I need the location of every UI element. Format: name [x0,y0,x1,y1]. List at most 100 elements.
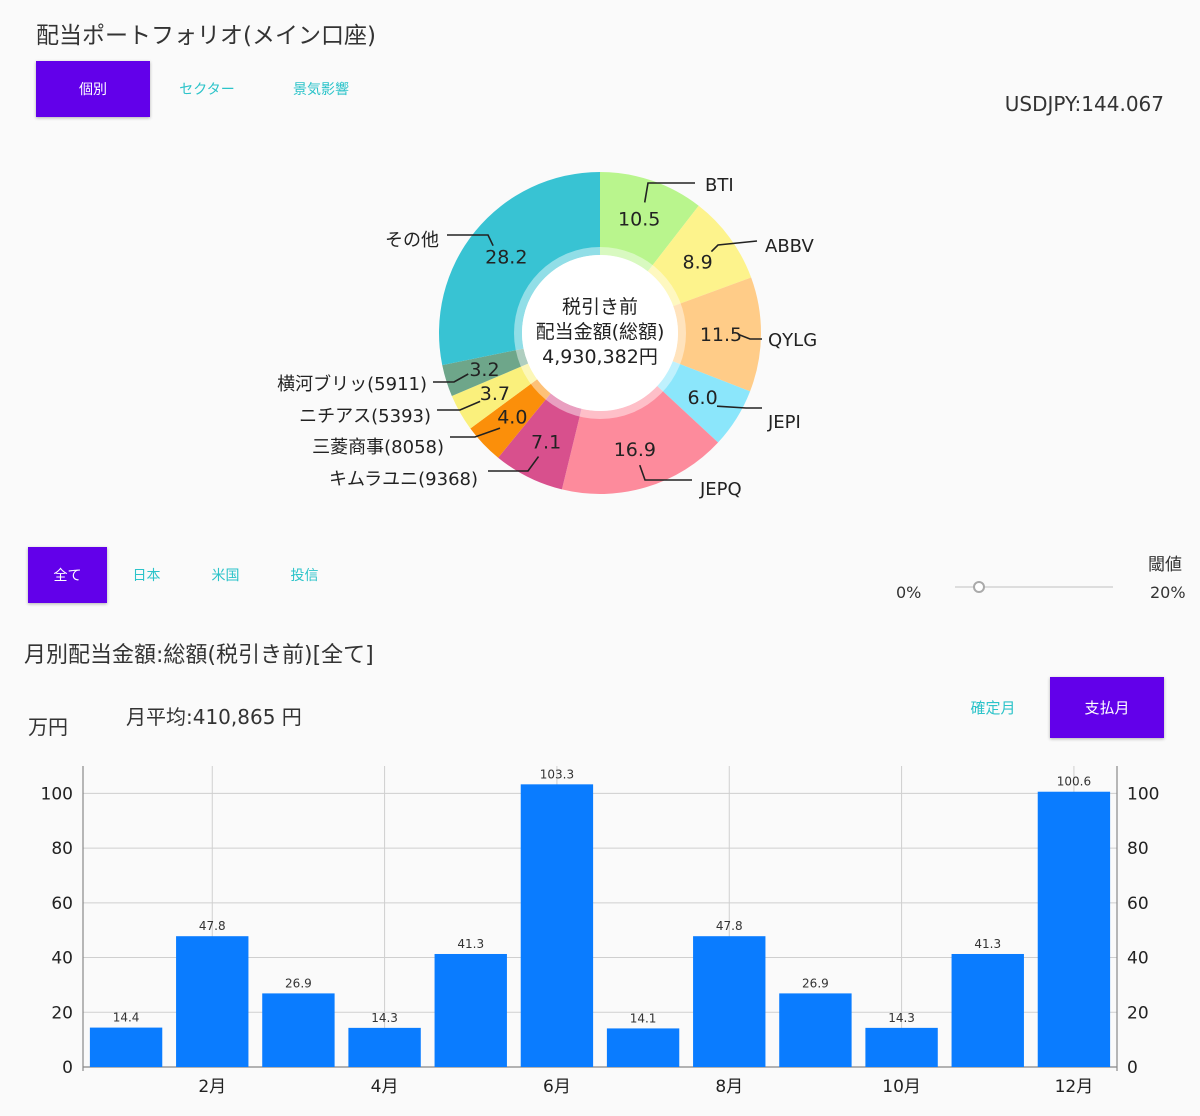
slider-min-label: 0% [896,583,922,602]
y-tick-label-right: 40 [1127,949,1149,969]
bar-value-label: 41.3 [457,937,484,951]
donut-slice-label: ABBV [765,236,814,257]
bar-9月[interactable] [779,993,852,1067]
donut-slice-label: JEPI [767,412,801,433]
tab-sector[interactable]: セクター [179,82,235,98]
donut-slice-label: その他 [385,230,439,251]
bar-4月[interactable] [348,1027,421,1067]
donut-slice[interactable] [498,393,582,490]
usdjpy-rate: USDJPY:144.067 [1004,92,1164,116]
toggle-confirmed-month[interactable]: 確定月 [970,699,1016,717]
y-axis-unit: 万円 [28,715,68,739]
monthly-average: 月平均:410,865 円 [126,705,302,729]
donut-slice-value: 3.2 [469,359,499,381]
donut-slice[interactable] [442,348,529,397]
donut-slice-value: 7.1 [531,431,561,453]
donut-slice[interactable] [470,379,551,458]
donut-slice-label: 三菱商事(8058) [312,437,444,458]
threshold-slider-thumb[interactable] [973,581,985,593]
donut-slice[interactable] [657,361,751,443]
donut-slice-value: 6.0 [687,387,717,409]
donut-leader-line [447,234,494,247]
bar-1月[interactable] [89,1027,163,1067]
donut-leader-line [488,456,540,472]
donut-slice-label: 横河ブリッ(5911) [277,373,427,395]
y-tick-label-left: 40 [51,949,73,969]
x-tick-label: 12月 [1055,1077,1094,1097]
tab-individual[interactable]: 個別 [36,61,150,117]
monthly-title: 月別配当金額:総額(税引き前)[全て] [24,643,374,668]
filter-tab-us[interactable]: 米国 [211,568,240,584]
donut-slice-value: 3.7 [480,383,510,405]
donut-center-total: 4,930,382円 [542,346,658,368]
y-tick-label-right: 20 [1127,1003,1149,1023]
bar-value-label: 14.4 [113,1011,140,1025]
donut-slice-value: 28.2 [485,246,527,268]
donut-leader-line [643,182,695,203]
bar-7月[interactable] [606,1028,680,1067]
bar-value-label: 14.1 [630,1011,657,1025]
donut-slice[interactable] [647,205,752,307]
dividend-donut-chart: 税引き前 配当金額(総額) 4,930,382円 10.5 BTI 8.9 ABBV 1… [277,171,817,500]
bar-value-label: 47.8 [716,919,743,933]
donut-slice-value: 10.5 [618,209,660,231]
bar-value-label: 47.8 [199,919,226,933]
bar-value-label: 26.9 [285,976,312,990]
bar-11月[interactable] [951,953,1024,1067]
donut-slice[interactable] [439,171,600,366]
bar-value-label: 100.6 [1057,775,1091,789]
donut-slice-label: キムラユニ(9368) [329,469,478,490]
x-tick-label: 4月 [371,1077,399,1097]
bar-6月[interactable] [520,784,594,1067]
donut-center-line-1: 税引き前 [562,296,638,318]
donut-slice[interactable] [600,172,699,272]
donut-slice-label: QYLG [768,330,817,351]
donut-hole [522,255,678,411]
donut-slice[interactable] [561,386,719,494]
donut-leader-line [433,373,469,383]
bar-8月[interactable] [693,936,766,1067]
tab-economic-impact[interactable]: 景気影響 [293,82,349,98]
donut-center-line-2: 配当金額(総額) [536,321,665,343]
y-tick-label-left: 20 [51,1003,73,1023]
donut-slice-label: JEPQ [699,479,742,500]
y-tick-label-left: 0 [62,1058,73,1078]
y-tick-label-left: 100 [41,784,73,804]
donut-leader-line [450,427,501,438]
donut-slice[interactable] [672,277,762,392]
threshold-label: 閾値 [1148,555,1182,575]
y-tick-label-left: 80 [51,839,73,859]
donut-slice-value: 4.0 [497,406,527,428]
donut-slice-value: 8.9 [683,252,713,274]
donut-leader-line [710,240,758,253]
bar-3月[interactable] [262,993,335,1067]
bar-value-label: 14.3 [371,1011,398,1025]
donut-slice[interactable] [451,363,538,429]
x-tick-label: 2月 [198,1077,226,1097]
bar-value-label: 26.9 [802,976,829,990]
donut-leader-line [437,400,481,411]
y-tick-label-right: 100 [1127,784,1159,804]
bar-value-label: 14.3 [888,1011,915,1025]
donut-slice-label: BTI [705,175,734,196]
toggle-payment-month[interactable]: 支払月 [1050,677,1164,738]
donut-leader-line [716,405,762,409]
bar-5月[interactable] [434,953,507,1067]
filter-tab-fund[interactable]: 投信 [290,568,319,584]
donut-slice-value: 16.9 [614,439,656,461]
donut-slice-value: 11.5 [700,324,742,346]
bar-value-label: 41.3 [974,937,1001,951]
bar-10月[interactable] [865,1027,938,1067]
filter-tab-japan[interactable]: 日本 [132,568,161,584]
bar-value-label: 103.3 [540,767,574,781]
y-tick-label-right: 80 [1127,839,1149,859]
y-tick-label-left: 60 [51,894,73,914]
bar-2月[interactable] [176,936,249,1067]
x-tick-label: 8月 [715,1077,743,1097]
threshold-slider-track[interactable] [955,586,1113,588]
page-title: 配当ポートフォリオ(メイン口座) [36,23,376,49]
bar-12月[interactable] [1037,791,1111,1067]
donut-slice-label: ニチアス(5393) [299,406,431,427]
filter-tab-all[interactable]: 全て [28,547,107,603]
donut-leader-line [638,464,692,481]
